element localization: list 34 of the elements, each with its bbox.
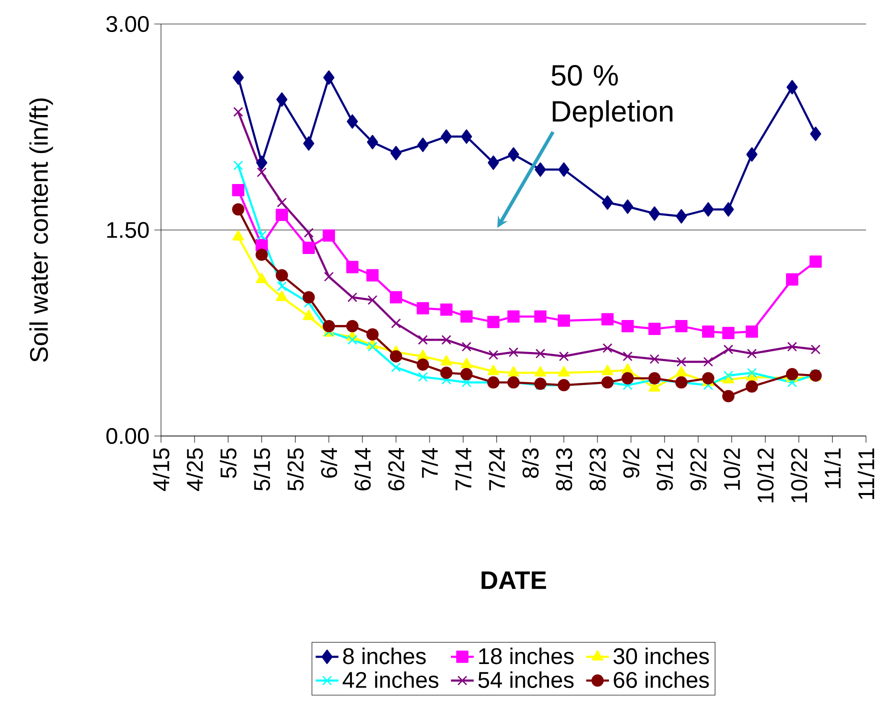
legend-label: 18 inches: [479, 648, 574, 664]
x-tick-label: 4/25: [186, 448, 203, 491]
x-tick-label: 8/23: [589, 448, 606, 490]
x-tick-label: 5/5: [220, 448, 236, 478]
y-tick-label: 0.00: [106, 428, 149, 444]
x-tick-label: 10/22: [790, 448, 808, 502]
x-tick-label: 6/24: [388, 448, 404, 490]
x-tick-label: 8/3: [522, 448, 539, 478]
x-tick-label: 5/15: [253, 448, 270, 491]
y-axis-title: Soil water content (in/ft): [29, 98, 53, 362]
x-tick-label: 10/2: [723, 448, 740, 490]
x-tick-label: 6/14: [354, 448, 371, 490]
x-tick-label: 11/11: [858, 448, 874, 499]
y-tick-label: 3.00: [106, 16, 149, 32]
x-axis-title: DATE: [482, 571, 546, 589]
x-tick-label: 7/24: [488, 448, 506, 490]
x-tick-label: 6/4: [320, 448, 338, 478]
x-tick-label: 9/22: [690, 448, 706, 490]
x-tick-label: 5/25: [286, 448, 304, 491]
annotation: 50 % Depletion: [552, 64, 672, 128]
legend-label: 42 inches: [342, 671, 438, 688]
x-tick-label: 4/15: [152, 448, 170, 491]
x-tick-label: 11/1: [824, 448, 841, 488]
legend-label: 30 inches: [614, 648, 709, 664]
y-tick-label: 1.50: [107, 222, 149, 238]
x-tick-label: 9/12: [656, 448, 673, 490]
legend-label: 8 inches: [343, 648, 426, 664]
legend-label: 66 inches: [614, 671, 709, 688]
x-tick-label: 10/12: [756, 448, 774, 502]
x-tick-label: 9/2: [622, 448, 640, 478]
x-tick-label: 7/14: [454, 448, 472, 490]
legend-label: 54 inches: [478, 671, 574, 688]
x-tick-label: 8/13: [556, 448, 572, 490]
x-tick-label: 7/4: [421, 448, 438, 478]
